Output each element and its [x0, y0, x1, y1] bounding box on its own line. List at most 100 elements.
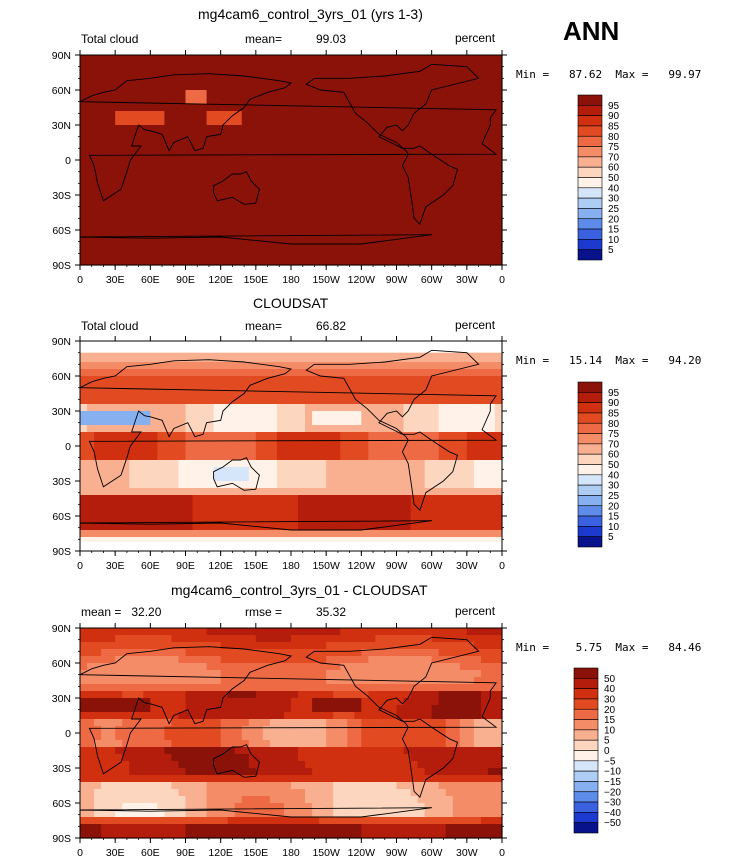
map-cell: [241, 663, 250, 671]
map-cell: [473, 160, 482, 168]
map-cell: [291, 516, 299, 524]
map-cell: [87, 439, 95, 447]
map-cell: [354, 153, 362, 161]
colorbar-box: [577, 443, 603, 455]
map-cell: [368, 376, 376, 384]
map-cell: [122, 719, 130, 727]
map-cell: [305, 153, 313, 161]
map-cell: [136, 747, 144, 755]
map-cell: [220, 628, 229, 636]
map-cell: [276, 244, 285, 252]
map-cell: [220, 167, 229, 175]
map-cell: [241, 62, 250, 70]
map-cell: [87, 104, 95, 112]
colorbar-label: 40: [608, 470, 620, 481]
map-cell: [115, 446, 123, 454]
map-cell: [459, 698, 468, 706]
map-cell: [312, 397, 320, 405]
map-cell: [255, 216, 264, 224]
map-cell: [136, 355, 144, 363]
map-cell: [255, 174, 264, 182]
colorbar-label: 10: [608, 235, 620, 246]
map-cell: [494, 705, 503, 713]
map-cell: [143, 132, 151, 140]
map-cell: [431, 237, 440, 245]
map-cell: [241, 502, 250, 510]
map-cell: [276, 705, 285, 713]
map-cell: [494, 712, 503, 720]
map-cell: [143, 383, 151, 391]
map-cell: [241, 733, 250, 741]
map-cell: [108, 223, 116, 231]
map-cell: [333, 76, 341, 84]
map-cell: [333, 698, 341, 706]
map-cell: [283, 740, 292, 748]
map-cell: [248, 376, 257, 384]
map-cell: [192, 83, 201, 91]
map-cell: [326, 369, 334, 377]
map-cell: [171, 83, 180, 91]
map-cell: [326, 216, 334, 224]
map-cell: [382, 404, 391, 412]
map-cell: [494, 181, 503, 189]
map-cell: [171, 97, 180, 105]
map-cell: [466, 523, 475, 531]
map-cell: [312, 62, 320, 70]
map-cell: [291, 432, 299, 440]
map-cell: [157, 530, 165, 538]
map-cell: [305, 174, 313, 182]
map-cell: [276, 258, 285, 266]
map-cell: [199, 663, 208, 671]
map-cell: [340, 670, 348, 678]
map-cell: [326, 509, 334, 517]
map-cell: [122, 244, 130, 252]
map-cell: [213, 397, 222, 405]
map-cell: [340, 635, 348, 643]
map-cell: [171, 139, 180, 147]
map-cell: [192, 642, 201, 650]
map-cell: [361, 104, 369, 112]
map-cell: [164, 369, 173, 377]
map-cell: [487, 362, 496, 370]
map-cell: [494, 146, 503, 154]
map-cell: [164, 69, 173, 77]
map-cell: [333, 670, 341, 678]
map-cell: [438, 460, 447, 468]
map-cell: [248, 55, 257, 63]
map-cell: [80, 181, 88, 189]
map-cell: [452, 251, 461, 259]
colorbar-box: [577, 381, 603, 393]
map-cell: [122, 174, 130, 182]
map-cell: [241, 237, 250, 245]
map-cell: [340, 502, 348, 510]
map-cell: [171, 488, 180, 496]
map-cell: [333, 418, 341, 426]
map-cell: [276, 663, 285, 671]
map-cell: [220, 62, 229, 70]
map-cell: [248, 369, 257, 377]
map-cell: [445, 125, 454, 133]
map-cell: [480, 139, 489, 147]
map-cell: [410, 376, 419, 384]
colorbar-box: [577, 187, 603, 199]
map-cell: [494, 467, 503, 475]
map-cell: [206, 55, 215, 63]
map-cell: [241, 188, 250, 196]
map-cell: [487, 642, 496, 650]
map-cell: [424, 390, 433, 398]
map-cell: [178, 153, 187, 161]
map-cell: [452, 160, 461, 168]
map-cell: [445, 139, 454, 147]
map-cell: [347, 425, 355, 433]
map-cell: [312, 223, 320, 231]
map-cell: [150, 481, 158, 489]
map-cell: [122, 111, 130, 119]
map-cell: [115, 495, 123, 503]
map-cell: [389, 460, 398, 468]
map-cell: [227, 670, 236, 678]
map-cell: [417, 460, 426, 468]
map-cell: [368, 425, 376, 433]
map-cell: [199, 139, 208, 147]
map-cell: [234, 530, 243, 538]
map-cell: [312, 481, 320, 489]
